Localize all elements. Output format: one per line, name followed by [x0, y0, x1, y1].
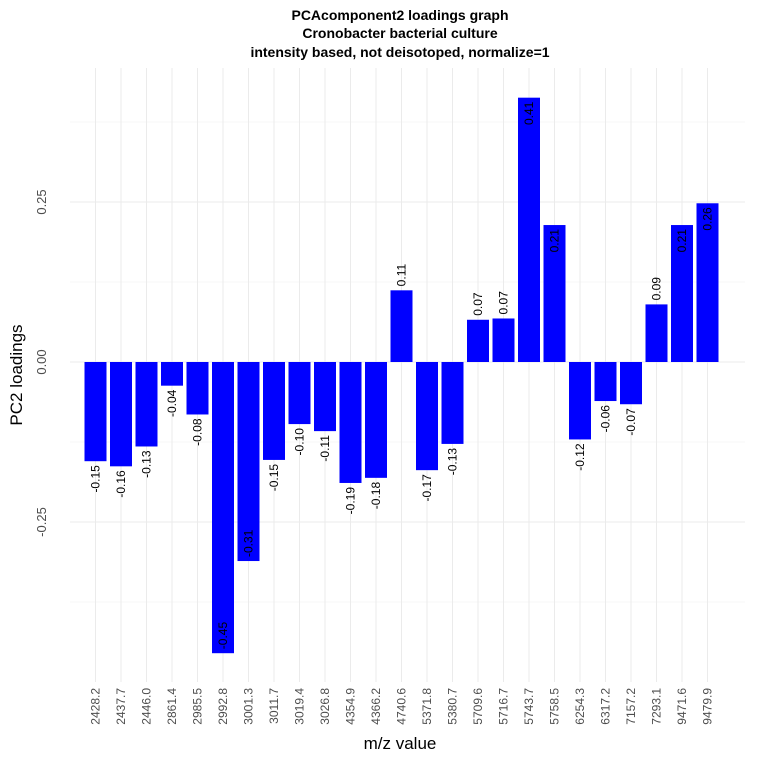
data-label-5709.6: 0.07: [471, 292, 485, 316]
data-label-5380.7: -0.13: [446, 448, 460, 476]
x-tick-labels: 2428.2 2437.7 2446.0 2861.4 2985.5 2992.8 3001…: [89, 688, 715, 725]
y-tick-label: 0.25: [34, 189, 49, 214]
x-tick-label-6317.2: 6317.2: [599, 688, 613, 725]
x-tick-label-2861.4: 2861.4: [165, 688, 179, 725]
data-label-3026.8: -0.11: [318, 435, 332, 462]
x-tick-label-3019.4: 3019.4: [293, 688, 307, 725]
x-tick-label-2992.8: 2992.8: [216, 688, 230, 725]
data-label-2861.4: -0.04: [165, 389, 179, 417]
bar-2992.8: [212, 362, 234, 654]
bar-3011.7: [263, 362, 285, 460]
bars: [84, 97, 719, 654]
chart-title-line-3: intensity based, not deisotoped, normali…: [250, 44, 549, 60]
bar-7157.2: [620, 362, 642, 405]
x-tick-label-7293.1: 7293.1: [650, 688, 664, 725]
bar-5371.8: [416, 362, 438, 471]
x-tick-label-5371.8: 5371.8: [420, 688, 434, 725]
bar-2437.7: [110, 362, 132, 467]
bar-7293.1: [645, 304, 668, 362]
x-tick-label-5380.7: 5380.7: [446, 688, 460, 725]
x-tick-label-9471.6: 9471.6: [675, 688, 689, 725]
bar-3026.8: [314, 362, 336, 432]
data-label-4354.9: -0.19: [344, 487, 358, 515]
x-tick-label-5709.6: 5709.6: [471, 688, 485, 725]
data-label-3019.4: -0.10: [293, 428, 307, 456]
data-label-3001.3: -0.31: [242, 529, 256, 557]
data-label-6254.3: -0.12: [573, 443, 587, 471]
data-label-5371.8: -0.17: [420, 474, 434, 502]
bar-9479.9: [696, 203, 719, 362]
bar-2428.2: [84, 362, 107, 462]
data-labels: -0.15 -0.16 -0.13 -0.04 -0.08 -0.45 -0.31 -0.15…: [89, 101, 715, 649]
bar-5716.7: [492, 318, 515, 362]
data-label-2437.7: -0.16: [114, 470, 128, 498]
bar-4354.9: [339, 362, 362, 483]
x-tick-label-2437.7: 2437.7: [114, 688, 128, 725]
x-tick-label-3026.8: 3026.8: [318, 688, 332, 725]
bar-2861.4: [161, 362, 183, 386]
x-tick-label-2985.5: 2985.5: [191, 688, 205, 725]
x-tick-label-2446.0: 2446.0: [140, 688, 154, 725]
x-tick-label-7157.2: 7157.2: [624, 688, 638, 725]
y-tick-label: 0.00: [34, 349, 49, 374]
chart-title-line-1: PCAcomponent2 loadings graph: [291, 7, 508, 23]
bar-5709.6: [467, 319, 489, 362]
x-tick-label-4740.6: 4740.6: [395, 688, 409, 725]
x-tick-label-5716.7: 5716.7: [497, 688, 511, 725]
y-axis-title: PC2 loadings: [7, 324, 26, 425]
x-tick-label-3001.3: 3001.3: [242, 688, 256, 725]
data-label-5716.7: 0.07: [497, 291, 511, 315]
x-tick-label-9479.9: 9479.9: [701, 688, 715, 725]
data-label-2985.5: -0.08: [191, 418, 205, 446]
x-tick-label-4366.2: 4366.2: [369, 688, 383, 725]
chart-title-line-2: Cronobacter bacterial culture: [302, 25, 497, 41]
bar-5758.5: [543, 225, 566, 362]
bar-2446.0: [135, 362, 158, 447]
data-label-5743.7: 0.41: [522, 101, 536, 125]
bar-5380.7: [441, 362, 464, 444]
bar-9471.6: [671, 225, 693, 362]
bar-6317.2: [594, 362, 617, 402]
bar-3001.3: [237, 362, 260, 562]
data-label-5758.5: 0.21: [548, 229, 562, 253]
x-axis-title: m/z value: [364, 734, 437, 753]
data-label-2428.2: -0.15: [89, 465, 103, 493]
bar-2985.5: [186, 362, 209, 415]
y-tick-label: -0.25: [34, 507, 49, 537]
x-tick-label-5758.5: 5758.5: [548, 688, 562, 725]
data-label-7293.1: 0.09: [650, 277, 664, 301]
x-tick-label-5743.7: 5743.7: [522, 688, 536, 725]
data-label-9471.6: 0.21: [675, 229, 689, 253]
x-tick-label-3011.7: 3011.7: [267, 688, 281, 724]
data-label-3011.7: -0.15: [267, 464, 281, 492]
bar-4366.2: [365, 362, 387, 478]
x-tick-label-6254.3: 6254.3: [573, 688, 587, 725]
bar-5743.7: [518, 97, 540, 363]
bar-3019.4: [288, 362, 311, 425]
x-tick-label-2428.2: 2428.2: [89, 688, 103, 725]
data-label-4366.2: -0.18: [369, 482, 383, 510]
x-tick-label-4354.9: 4354.9: [344, 688, 358, 725]
bar-4740.6: [390, 290, 413, 362]
data-label-2446.0: -0.13: [140, 450, 154, 478]
data-label-2992.8: -0.45: [216, 622, 230, 650]
bar-6254.3: [569, 362, 591, 440]
data-label-7157.2: -0.07: [624, 408, 638, 436]
data-label-6317.2: -0.06: [599, 405, 613, 433]
data-label-4740.6: 0.11: [395, 264, 409, 287]
y-tick-labels: 0.25 0.00 -0.25: [34, 189, 49, 536]
data-label-9479.9: 0.26: [701, 207, 715, 231]
